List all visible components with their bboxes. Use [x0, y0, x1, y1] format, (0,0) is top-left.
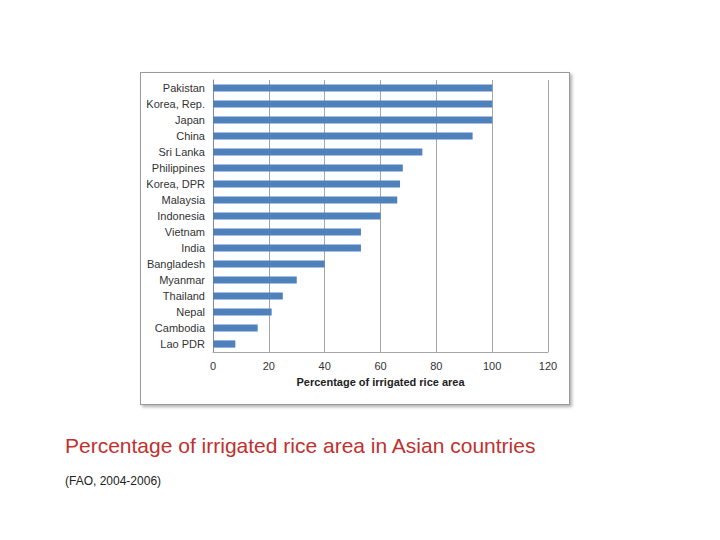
svg-text:0: 0 [210, 360, 216, 372]
svg-text:India: India [181, 242, 206, 254]
svg-text:Percentage of irrigated rice a: Percentage of irrigated rice area in Asi… [65, 434, 535, 457]
svg-text:Pakistan: Pakistan [163, 82, 205, 94]
svg-text:(FAO, 2004-2006): (FAO, 2004-2006) [65, 474, 161, 488]
svg-text:Indonesia: Indonesia [157, 210, 206, 222]
svg-text:Philippines: Philippines [152, 162, 206, 174]
svg-text:Bangladesh: Bangladesh [147, 258, 205, 270]
svg-text:Nepal: Nepal [176, 306, 205, 318]
svg-text:Korea, Rep.: Korea, Rep. [146, 98, 205, 110]
svg-text:China: China [176, 130, 206, 142]
svg-text:20: 20 [263, 360, 275, 372]
svg-text:Thailand: Thailand [163, 290, 205, 302]
svg-text:Korea, DPR: Korea, DPR [146, 178, 205, 190]
svg-text:100: 100 [483, 360, 501, 372]
svg-text:Cambodia: Cambodia [155, 322, 206, 334]
svg-text:40: 40 [319, 360, 331, 372]
svg-text:Sri Lanka: Sri Lanka [159, 146, 206, 158]
svg-text:Percentage of irrigated rice a: Percentage of irrigated rice area [296, 376, 465, 388]
svg-text:Malaysia: Malaysia [162, 194, 206, 206]
svg-text:Lao PDR: Lao PDR [160, 338, 205, 350]
svg-text:Vietnam: Vietnam [165, 226, 205, 238]
svg-text:Japan: Japan [175, 114, 205, 126]
svg-text:120: 120 [539, 360, 557, 372]
svg-text:80: 80 [430, 360, 442, 372]
svg-text:60: 60 [374, 360, 386, 372]
svg-text:Myanmar: Myanmar [159, 274, 205, 286]
